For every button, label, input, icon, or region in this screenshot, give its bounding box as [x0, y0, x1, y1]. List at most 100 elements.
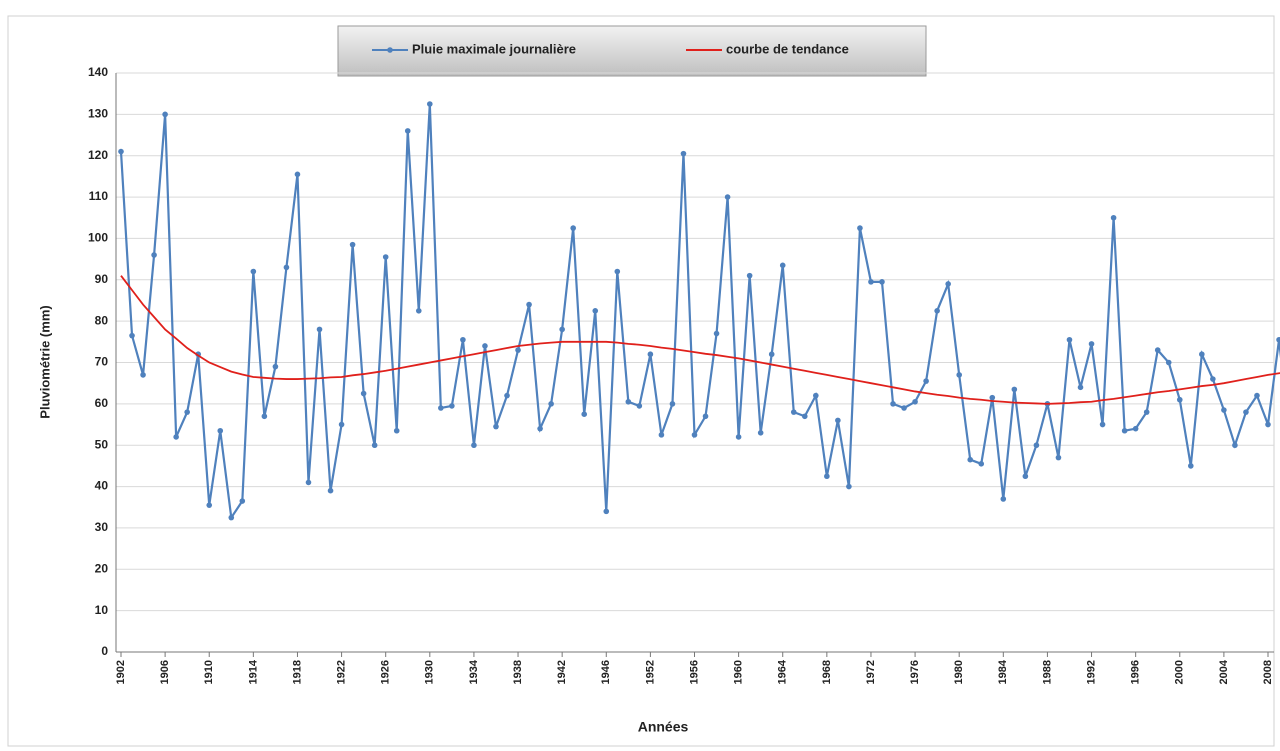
data-point: [768, 351, 775, 358]
data-point: [493, 423, 499, 430]
data-point: [272, 363, 279, 370]
x-tick-label: 1918: [291, 660, 303, 684]
data-point: [1221, 407, 1227, 413]
data-point: [757, 430, 764, 436]
data-point: [1254, 392, 1260, 399]
data-point: [989, 394, 996, 401]
data-point: [702, 413, 709, 420]
data-point: [713, 330, 720, 337]
data-point: [746, 272, 753, 279]
data-point: [1199, 351, 1205, 358]
x-tick-label: 1906: [159, 660, 171, 684]
chart-frame: [7, 15, 1275, 747]
data-point: [217, 427, 224, 434]
x-tick-label: 1914: [247, 659, 259, 684]
data-point: [868, 279, 874, 285]
x-tick-label: 1922: [335, 660, 347, 684]
x-tick-label: 1952: [644, 660, 656, 684]
data-point: [118, 148, 124, 155]
data-point: [261, 413, 268, 420]
data-point: [482, 343, 488, 349]
x-tick-label: 1934: [468, 659, 480, 684]
data-point: [1088, 341, 1095, 347]
data-point: [625, 398, 632, 405]
x-tick-label: 1956: [688, 660, 700, 684]
data-point: [184, 409, 190, 415]
data-point: [680, 150, 687, 157]
data-point: [945, 281, 951, 287]
x-tick-label: 2000: [1174, 660, 1186, 684]
data-point: [438, 405, 444, 411]
data-point: [1187, 463, 1194, 469]
data-point: [934, 308, 940, 314]
data-point: [658, 432, 665, 438]
data-point: [1022, 473, 1029, 480]
data-point: [471, 442, 477, 449]
data-point: [228, 514, 235, 521]
data-point: [526, 301, 532, 308]
legend-marker: [387, 47, 393, 53]
data-point: [603, 508, 610, 515]
data-point: [691, 432, 698, 438]
data-point: [415, 308, 422, 314]
data-point: [206, 502, 213, 508]
data-point: [305, 479, 312, 486]
x-tick-label: 1930: [424, 660, 436, 684]
data-point: [1121, 427, 1128, 434]
data-point: [140, 372, 146, 378]
x-tick-label: 1964: [777, 659, 789, 684]
x-tick-label: 1946: [600, 660, 612, 684]
data-point: [967, 456, 974, 463]
y-tick-label: 60: [95, 396, 109, 410]
y-tick-label: 80: [95, 313, 109, 327]
x-tick-label: 1960: [733, 660, 745, 684]
y-tick-label: 50: [95, 437, 109, 451]
y-tick-label: 120: [88, 148, 108, 162]
data-point: [162, 111, 168, 118]
data-point: [592, 308, 599, 314]
data-point: [614, 268, 621, 275]
data-point: [129, 332, 135, 339]
data-point: [1110, 214, 1117, 221]
data-point: [978, 461, 985, 467]
data-point: [846, 483, 852, 490]
y-axis-label: Pluviométrie (mm): [37, 305, 52, 418]
data-point: [824, 473, 830, 480]
data-point: [1176, 396, 1183, 403]
data-point: [1165, 359, 1172, 366]
data-point: [901, 405, 907, 411]
data-point: [515, 347, 521, 353]
x-tick-label: 1938: [512, 660, 524, 684]
data-point: [779, 262, 786, 269]
data-point: [449, 403, 455, 409]
y-tick-label: 90: [95, 272, 109, 286]
data-point: [537, 425, 543, 432]
data-point: [1132, 425, 1139, 432]
data-point: [923, 378, 929, 384]
x-tick-label: 1988: [1041, 660, 1053, 684]
data-point: [1066, 336, 1073, 343]
data-point: [890, 401, 896, 407]
data-point: [283, 264, 290, 271]
data-point: [1099, 421, 1106, 428]
x-tick-label: 1910: [203, 660, 215, 684]
data-point: [669, 401, 676, 407]
data-point: [857, 225, 863, 231]
data-point: [1276, 336, 1280, 343]
data-point: [581, 411, 588, 417]
y-tick-label: 130: [88, 107, 108, 121]
legend-box: [337, 25, 927, 77]
data-point: [151, 252, 157, 258]
data-point: [460, 336, 466, 343]
y-tick-label: 40: [95, 479, 109, 493]
data-point: [173, 434, 179, 440]
data-point: [1055, 454, 1062, 461]
x-tick-label: 2004: [1218, 659, 1230, 684]
data-point: [636, 403, 643, 409]
trend-line: [120, 275, 1280, 405]
y-tick-label: 100: [88, 231, 108, 245]
data-point: [294, 171, 301, 178]
y-tick-label: 70: [95, 355, 109, 369]
x-tick-label: 1926: [380, 660, 392, 684]
x-tick-label: 1976: [909, 660, 921, 684]
